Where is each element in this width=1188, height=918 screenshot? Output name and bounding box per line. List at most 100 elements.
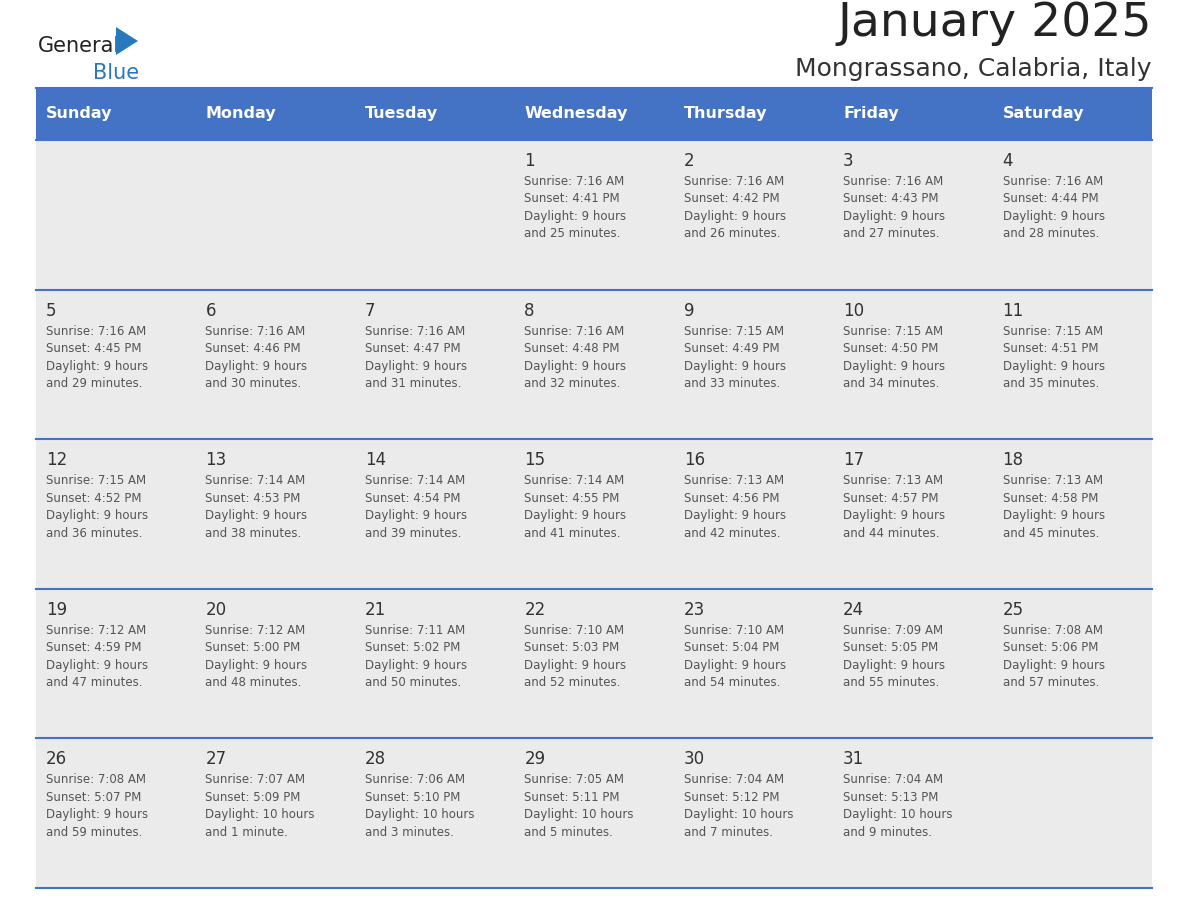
Text: January 2025: January 2025 — [838, 1, 1152, 46]
Text: Sunrise: 7:14 AM
Sunset: 4:55 PM
Daylight: 9 hours
and 41 minutes.: Sunrise: 7:14 AM Sunset: 4:55 PM Dayligh… — [524, 475, 626, 540]
Text: Sunrise: 7:14 AM
Sunset: 4:54 PM
Daylight: 9 hours
and 39 minutes.: Sunrise: 7:14 AM Sunset: 4:54 PM Dayligh… — [365, 475, 467, 540]
Bar — [355, 88, 514, 140]
Bar — [355, 289, 514, 439]
Bar — [514, 738, 674, 888]
Bar — [992, 588, 1152, 738]
Text: Sunrise: 7:10 AM
Sunset: 5:04 PM
Daylight: 9 hours
and 54 minutes.: Sunrise: 7:10 AM Sunset: 5:04 PM Dayligh… — [684, 624, 785, 689]
Text: 28: 28 — [365, 750, 386, 768]
Bar — [992, 439, 1152, 588]
Bar — [514, 588, 674, 738]
Text: Mongrassano, Calabria, Italy: Mongrassano, Calabria, Italy — [796, 57, 1152, 81]
Text: Sunrise: 7:16 AM
Sunset: 4:48 PM
Daylight: 9 hours
and 32 minutes.: Sunrise: 7:16 AM Sunset: 4:48 PM Dayligh… — [524, 325, 626, 390]
Bar — [355, 140, 514, 289]
Text: 25: 25 — [1003, 600, 1024, 619]
Text: 20: 20 — [206, 600, 227, 619]
Text: 17: 17 — [843, 452, 864, 469]
Bar — [36, 140, 196, 289]
Text: 16: 16 — [684, 452, 704, 469]
Text: Sunrise: 7:11 AM
Sunset: 5:02 PM
Daylight: 9 hours
and 50 minutes.: Sunrise: 7:11 AM Sunset: 5:02 PM Dayligh… — [365, 624, 467, 689]
Bar — [992, 289, 1152, 439]
Bar — [833, 439, 992, 588]
Polygon shape — [116, 27, 138, 55]
Bar — [196, 738, 355, 888]
Bar — [355, 439, 514, 588]
Text: 15: 15 — [524, 452, 545, 469]
Text: Sunday: Sunday — [46, 106, 113, 121]
Text: Sunrise: 7:16 AM
Sunset: 4:45 PM
Daylight: 9 hours
and 29 minutes.: Sunrise: 7:16 AM Sunset: 4:45 PM Dayligh… — [46, 325, 148, 390]
Text: 31: 31 — [843, 750, 865, 768]
Text: 21: 21 — [365, 600, 386, 619]
Bar — [36, 738, 196, 888]
Text: Sunrise: 7:15 AM
Sunset: 4:49 PM
Daylight: 9 hours
and 33 minutes.: Sunrise: 7:15 AM Sunset: 4:49 PM Dayligh… — [684, 325, 785, 390]
Bar — [355, 738, 514, 888]
Text: 6: 6 — [206, 302, 216, 319]
Text: Sunrise: 7:14 AM
Sunset: 4:53 PM
Daylight: 9 hours
and 38 minutes.: Sunrise: 7:14 AM Sunset: 4:53 PM Dayligh… — [206, 475, 308, 540]
Text: Sunrise: 7:06 AM
Sunset: 5:10 PM
Daylight: 10 hours
and 3 minutes.: Sunrise: 7:06 AM Sunset: 5:10 PM Dayligh… — [365, 773, 474, 839]
Text: 1: 1 — [524, 152, 535, 170]
Text: Sunrise: 7:15 AM
Sunset: 4:51 PM
Daylight: 9 hours
and 35 minutes.: Sunrise: 7:15 AM Sunset: 4:51 PM Dayligh… — [1003, 325, 1105, 390]
Bar — [992, 140, 1152, 289]
Text: 18: 18 — [1003, 452, 1024, 469]
Text: 26: 26 — [46, 750, 68, 768]
Text: 12: 12 — [46, 452, 68, 469]
Text: 24: 24 — [843, 600, 864, 619]
Bar — [196, 289, 355, 439]
Text: 27: 27 — [206, 750, 227, 768]
Bar — [674, 88, 833, 140]
Text: 10: 10 — [843, 302, 864, 319]
Text: 11: 11 — [1003, 302, 1024, 319]
Bar — [196, 140, 355, 289]
Bar — [674, 439, 833, 588]
Text: Sunrise: 7:08 AM
Sunset: 5:07 PM
Daylight: 9 hours
and 59 minutes.: Sunrise: 7:08 AM Sunset: 5:07 PM Dayligh… — [46, 773, 148, 839]
Bar — [674, 140, 833, 289]
Text: Sunrise: 7:13 AM
Sunset: 4:56 PM
Daylight: 9 hours
and 42 minutes.: Sunrise: 7:13 AM Sunset: 4:56 PM Dayligh… — [684, 475, 785, 540]
Text: Sunrise: 7:16 AM
Sunset: 4:44 PM
Daylight: 9 hours
and 28 minutes.: Sunrise: 7:16 AM Sunset: 4:44 PM Dayligh… — [1003, 175, 1105, 241]
Text: Sunrise: 7:12 AM
Sunset: 4:59 PM
Daylight: 9 hours
and 47 minutes.: Sunrise: 7:12 AM Sunset: 4:59 PM Dayligh… — [46, 624, 148, 689]
Text: 14: 14 — [365, 452, 386, 469]
Text: Sunrise: 7:16 AM
Sunset: 4:42 PM
Daylight: 9 hours
and 26 minutes.: Sunrise: 7:16 AM Sunset: 4:42 PM Dayligh… — [684, 175, 785, 241]
Bar — [992, 88, 1152, 140]
Bar — [674, 588, 833, 738]
Text: Sunrise: 7:16 AM
Sunset: 4:43 PM
Daylight: 9 hours
and 27 minutes.: Sunrise: 7:16 AM Sunset: 4:43 PM Dayligh… — [843, 175, 946, 241]
Text: General: General — [38, 36, 120, 56]
Bar — [355, 588, 514, 738]
Bar — [514, 88, 674, 140]
Bar — [36, 289, 196, 439]
Text: Friday: Friday — [843, 106, 899, 121]
Bar — [674, 289, 833, 439]
Text: Sunrise: 7:15 AM
Sunset: 4:50 PM
Daylight: 9 hours
and 34 minutes.: Sunrise: 7:15 AM Sunset: 4:50 PM Dayligh… — [843, 325, 946, 390]
Bar — [674, 738, 833, 888]
Text: Sunrise: 7:13 AM
Sunset: 4:57 PM
Daylight: 9 hours
and 44 minutes.: Sunrise: 7:13 AM Sunset: 4:57 PM Dayligh… — [843, 475, 946, 540]
Text: Monday: Monday — [206, 106, 276, 121]
Bar — [514, 289, 674, 439]
Text: Thursday: Thursday — [684, 106, 767, 121]
Bar — [514, 439, 674, 588]
Text: Sunrise: 7:16 AM
Sunset: 4:41 PM
Daylight: 9 hours
and 25 minutes.: Sunrise: 7:16 AM Sunset: 4:41 PM Dayligh… — [524, 175, 626, 241]
Text: 4: 4 — [1003, 152, 1013, 170]
Text: 30: 30 — [684, 750, 704, 768]
Text: 23: 23 — [684, 600, 704, 619]
Text: Sunrise: 7:15 AM
Sunset: 4:52 PM
Daylight: 9 hours
and 36 minutes.: Sunrise: 7:15 AM Sunset: 4:52 PM Dayligh… — [46, 475, 148, 540]
Text: Sunrise: 7:09 AM
Sunset: 5:05 PM
Daylight: 9 hours
and 55 minutes.: Sunrise: 7:09 AM Sunset: 5:05 PM Dayligh… — [843, 624, 946, 689]
Text: 7: 7 — [365, 302, 375, 319]
Text: 19: 19 — [46, 600, 68, 619]
Text: 2: 2 — [684, 152, 694, 170]
Bar — [833, 738, 992, 888]
Text: Saturday: Saturday — [1003, 106, 1085, 121]
Bar — [514, 140, 674, 289]
Text: Sunrise: 7:05 AM
Sunset: 5:11 PM
Daylight: 10 hours
and 5 minutes.: Sunrise: 7:05 AM Sunset: 5:11 PM Dayligh… — [524, 773, 633, 839]
Text: Sunrise: 7:16 AM
Sunset: 4:47 PM
Daylight: 9 hours
and 31 minutes.: Sunrise: 7:16 AM Sunset: 4:47 PM Dayligh… — [365, 325, 467, 390]
Bar — [833, 289, 992, 439]
Bar — [196, 88, 355, 140]
Text: Sunrise: 7:07 AM
Sunset: 5:09 PM
Daylight: 10 hours
and 1 minute.: Sunrise: 7:07 AM Sunset: 5:09 PM Dayligh… — [206, 773, 315, 839]
Text: 9: 9 — [684, 302, 694, 319]
Bar — [833, 140, 992, 289]
Text: Sunrise: 7:13 AM
Sunset: 4:58 PM
Daylight: 9 hours
and 45 minutes.: Sunrise: 7:13 AM Sunset: 4:58 PM Dayligh… — [1003, 475, 1105, 540]
Text: 22: 22 — [524, 600, 545, 619]
Bar — [992, 738, 1152, 888]
Bar — [36, 588, 196, 738]
Text: Tuesday: Tuesday — [365, 106, 438, 121]
Text: Sunrise: 7:16 AM
Sunset: 4:46 PM
Daylight: 9 hours
and 30 minutes.: Sunrise: 7:16 AM Sunset: 4:46 PM Dayligh… — [206, 325, 308, 390]
Text: Sunrise: 7:04 AM
Sunset: 5:12 PM
Daylight: 10 hours
and 7 minutes.: Sunrise: 7:04 AM Sunset: 5:12 PM Dayligh… — [684, 773, 794, 839]
Text: Sunrise: 7:08 AM
Sunset: 5:06 PM
Daylight: 9 hours
and 57 minutes.: Sunrise: 7:08 AM Sunset: 5:06 PM Dayligh… — [1003, 624, 1105, 689]
